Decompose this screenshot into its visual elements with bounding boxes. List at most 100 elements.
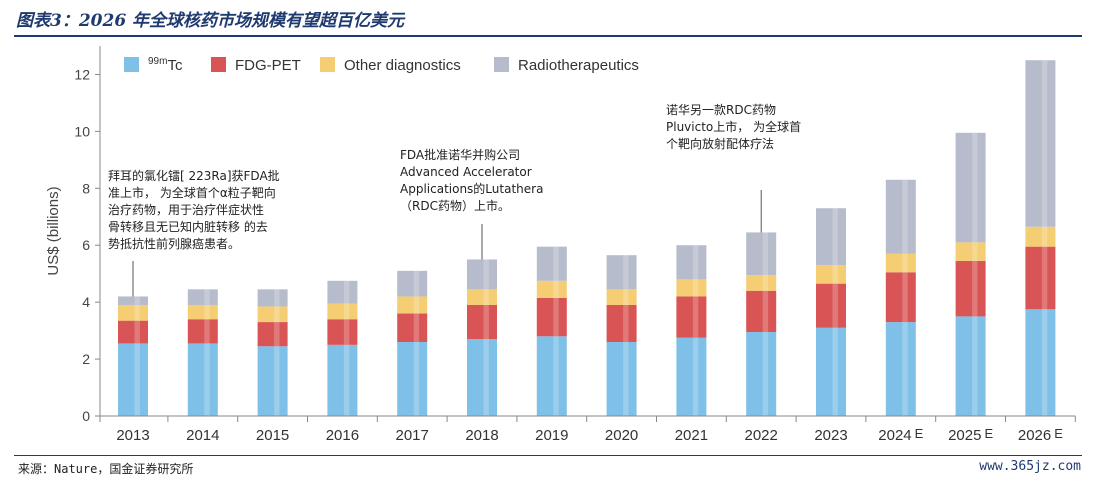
bar-highlight	[762, 275, 769, 291]
bar-highlight	[902, 272, 908, 323]
bar-segment-99mtc	[118, 343, 148, 416]
legend-swatch	[124, 57, 139, 72]
bar-segment-99mtc	[746, 332, 777, 416]
bar-highlight	[413, 296, 420, 314]
bar-segment-99mtc	[187, 343, 218, 416]
bar-fill	[885, 179, 916, 254]
bar-segment-radiotherapeutics	[536, 246, 567, 281]
bar-segment-99mtc	[816, 327, 846, 416]
bar-highlight	[972, 316, 978, 416]
bar-highlight	[134, 320, 140, 344]
bar-fill	[397, 296, 428, 314]
bar-fill	[397, 270, 428, 297]
legend-label: FDG-PET	[235, 57, 301, 74]
figure-title: 图表3：2026 年全球核药市场规模有望超百亿美元	[16, 11, 405, 31]
bar-fill	[257, 306, 288, 323]
bar-highlight	[832, 327, 838, 416]
bar-fill	[746, 232, 777, 276]
x-tick-label: 2023	[814, 427, 847, 444]
bar-segment-other-diagnostics	[327, 303, 358, 320]
bar-highlight	[343, 280, 350, 304]
legend-label: 99mTc	[148, 56, 183, 74]
annotation-text-line: 个靶向放射配体疗法	[666, 136, 774, 151]
bar-highlight	[762, 232, 769, 276]
bar-fill	[606, 255, 637, 290]
bar-highlight	[483, 305, 489, 340]
bar-highlight	[553, 246, 559, 281]
bar-segment-99mtc	[536, 336, 567, 416]
bar-highlight	[413, 313, 420, 342]
bar-highlight	[274, 289, 280, 307]
watermark-site: www.365jz.com	[979, 459, 1081, 474]
annotation-text-line: 诺华另一款RDC药物	[666, 103, 776, 117]
bar-fill	[327, 280, 358, 304]
annotation-text-line: Pluvicto上市， 为全球首	[666, 119, 801, 134]
bar-highlight	[553, 336, 559, 416]
bar-segment-radiotherapeutics	[606, 255, 637, 290]
bar-highlight	[972, 260, 978, 317]
x-tick-label: 2024 E	[878, 426, 923, 444]
bar-fill	[955, 260, 986, 317]
bar-highlight	[623, 305, 629, 342]
annotation-text-line: Applications的Lutathera	[400, 181, 543, 196]
bar-fill	[955, 132, 986, 243]
bar-fill	[955, 316, 986, 416]
bar-highlight	[832, 265, 838, 284]
legend-label: Other diagnostics	[344, 57, 461, 74]
y-tick-label: 10	[74, 123, 90, 139]
bar-highlight	[274, 322, 280, 347]
bar-segment-radiotherapeutics	[1025, 60, 1056, 227]
y-tick-label: 12	[74, 66, 90, 82]
bar-fill	[676, 245, 707, 280]
bar-segment-fdg-pet	[606, 305, 637, 342]
y-tick-label: 6	[82, 237, 90, 253]
bar-segment-99mtc	[467, 339, 497, 416]
bar-segment-other-diagnostics	[746, 275, 777, 291]
bar-highlight	[204, 305, 210, 320]
bar-highlight	[832, 283, 838, 328]
bar-segment-other-diagnostics	[118, 305, 148, 321]
bar-segment-fdg-pet	[676, 296, 707, 338]
bar-fill	[118, 343, 148, 416]
bars	[118, 60, 1056, 416]
x-tick-label: 2013	[116, 427, 149, 444]
bar-fill	[816, 208, 846, 266]
source-note: 来源：Nature，国金证券研究所	[18, 462, 194, 476]
annotation-text-line: 骨转移且无已知内脏转移 的去	[108, 219, 268, 234]
bar-fill	[118, 305, 148, 321]
bar-highlight	[623, 289, 629, 305]
x-tick-label: 2021	[675, 427, 708, 444]
bar-fill	[327, 319, 358, 345]
bar-fill	[606, 342, 637, 416]
bar-highlight	[762, 290, 769, 333]
bar-fill	[885, 272, 916, 323]
bar-segment-fdg-pet	[1025, 246, 1056, 310]
bar-highlight	[623, 255, 629, 290]
bar-segment-radiotherapeutics	[746, 232, 777, 276]
bar-fill	[606, 305, 637, 342]
bar-fill	[1025, 309, 1056, 416]
x-tick-label: 2019	[535, 427, 568, 444]
bar-fill	[816, 327, 846, 416]
bar-fill	[1025, 60, 1056, 227]
legend-label: Radiotherapeutics	[518, 57, 639, 74]
annotation-text-line: Advanced Accelerator	[400, 165, 532, 179]
bar-fill	[257, 346, 288, 416]
x-tick-label: 2022	[745, 427, 778, 444]
bar-fill	[536, 297, 567, 337]
bar-fill	[257, 289, 288, 307]
x-tick-label: 2020	[605, 427, 638, 444]
bar-segment-fdg-pet	[885, 272, 916, 323]
bar-highlight	[902, 179, 908, 254]
legend-item: FDG-PET	[211, 57, 301, 74]
bar-highlight	[972, 242, 978, 261]
bar-fill	[536, 246, 567, 281]
bar-highlight	[1041, 309, 1048, 416]
bar-highlight	[692, 279, 699, 297]
x-tick-label: 2014	[186, 427, 219, 444]
y-tick-label: 2	[82, 351, 90, 367]
legend-swatch	[494, 57, 509, 72]
